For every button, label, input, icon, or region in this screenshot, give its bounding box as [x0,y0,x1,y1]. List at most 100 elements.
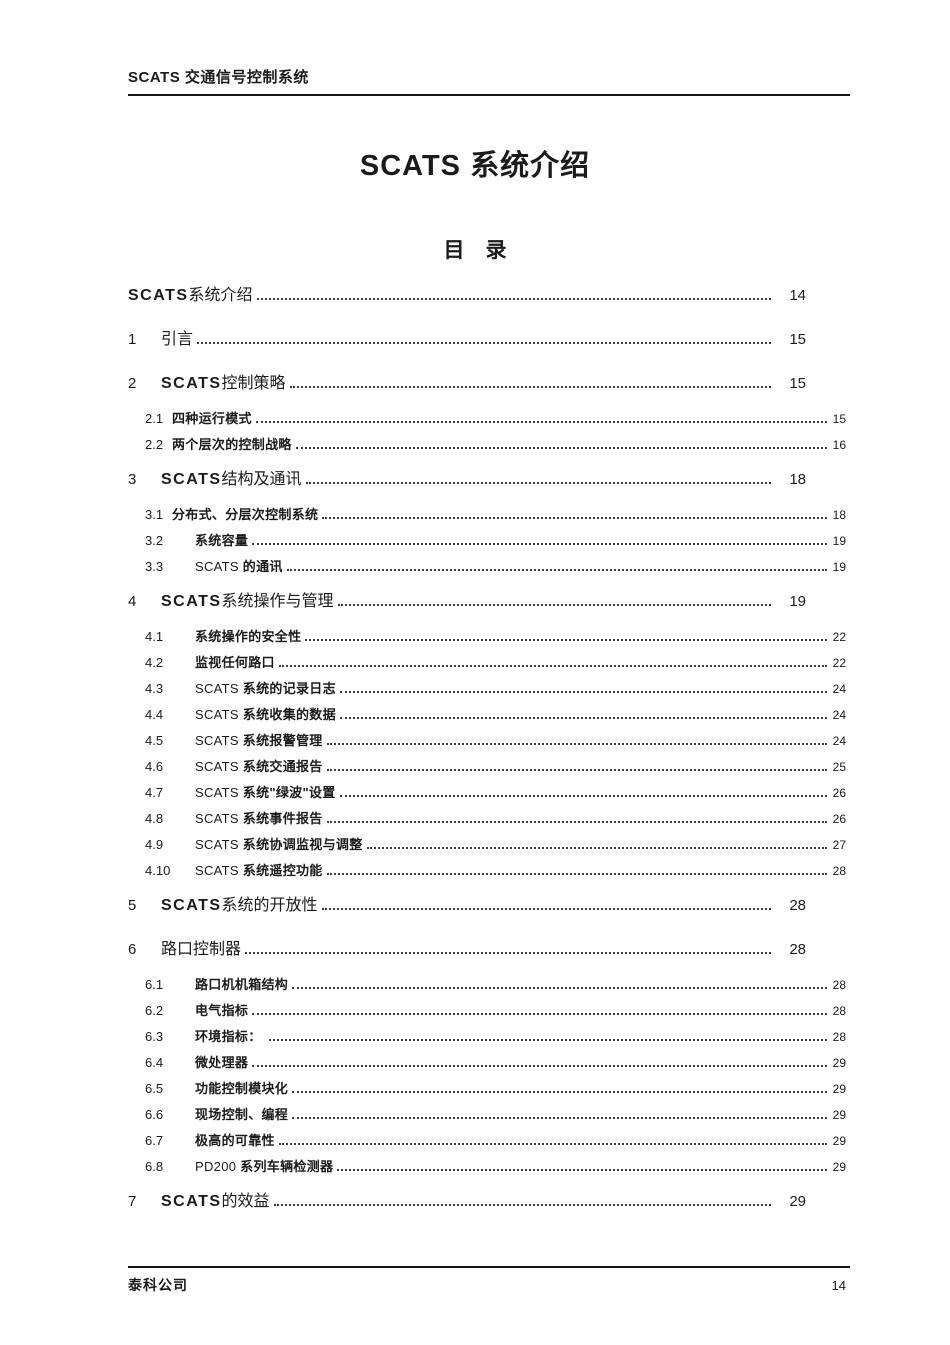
toc-entry[interactable]: 3.2 系统容量 19 [128,528,850,554]
toc-dot-leader [326,743,827,745]
toc-entry-title: PD200 系列车辆检测器 [195,1154,333,1180]
toc-dot-leader [326,873,827,875]
toc-entry-number: 2.1 [145,411,164,426]
toc-entry-page: 28 [832,1004,846,1018]
toc-entry-number: 4.4 [145,707,164,722]
toc-entry[interactable]: 6 路口控制器 28 [128,937,850,963]
toc-title-segment: 系统报警管理 [242,733,323,748]
toc-title-segment: 系统交通报告 [242,759,323,774]
toc-title-segment: 控制策略 [221,375,286,392]
toc-entry-page: 19 [832,534,846,548]
toc-entry[interactable]: 4.6 SCATS 系统交通报告 25 [128,754,850,780]
toc-entry-title: SCATS 系统事件报告 [195,806,323,832]
toc-entry-title: 微处理器 [195,1050,248,1076]
toc-dot-leader [305,482,771,484]
toc-dot-leader [339,795,827,797]
toc-dot-leader [339,717,827,719]
toc-entry-number: 6.6 [145,1107,164,1122]
toc-entry[interactable]: 3.1 分布式、分层次控制系统 18 [128,502,850,528]
toc-entry[interactable]: 4.4 SCATS 系统收集的数据 24 [128,702,850,728]
toc-entry[interactable]: 7 SCATS的效益 29 [128,1189,850,1215]
toc-entry-page: 29 [832,1160,846,1174]
toc-entry-title: SCATS 系统遥控功能 [195,858,323,884]
toc-entry[interactable]: 1 引言 15 [128,327,850,353]
toc-entry-title: 极高的可靠性 [195,1128,275,1154]
toc-title-segment: SCATS [195,811,243,826]
toc-entry[interactable]: 4.1 系统操作的安全性 22 [128,624,850,650]
toc-entry-title: 四种运行模式 [172,406,252,432]
toc-title-segment: 系统的开放性 [221,897,318,914]
toc-entry[interactable]: 2 SCATS控制策略 15 [128,371,850,397]
toc-entry-page: 22 [832,630,846,644]
toc-title-segment: SCATS [161,375,222,392]
toc-dot-leader [292,1117,827,1119]
toc-title-segment: 结构及通讯 [221,471,302,488]
toc-entry[interactable]: 4.3 SCATS 系统的记录日志 24 [128,676,850,702]
toc-entry[interactable]: 5 SCATS系统的开放性 28 [128,893,850,919]
toc-entry-page: 28 [789,897,806,914]
toc-entry-page: 24 [832,708,846,722]
toc-entry[interactable]: 6.8 PD200 系列车辆检测器 29 [128,1154,850,1180]
toc-title-segment: SCATS [161,471,222,488]
toc-entry-title: 功能控制模块化 [195,1076,288,1102]
toc-entry[interactable]: 3.3 SCATS 的通讯 19 [128,554,850,580]
toc-dot-leader [305,639,827,641]
footer-page-number: 14 [831,1278,846,1293]
toc-title-segment: 系统容量 [195,533,249,548]
toc-entry-title: SCATS控制策略 [161,371,286,397]
toc-title-segment: 系统事件报告 [242,811,323,826]
toc-entry[interactable]: 4.7 SCATS 系统"绿波"设置 26 [128,780,850,806]
toc-title-segment: 监视任何路口 [195,655,275,670]
toc-entry[interactable]: 4.9 SCATS 系统协调监视与调整 27 [128,832,850,858]
toc-title-segment: 两个层次的控制战略 [172,437,292,452]
toc-entry[interactable]: 4 SCATS系统操作与管理 19 [128,589,850,615]
toc-entry[interactable]: 4.2 监视任何路口 22 [128,650,850,676]
toc-entry-number: 6.2 [145,1003,164,1018]
toc-entry[interactable]: 2.1 四种运行模式 15 [128,406,850,432]
toc-entry[interactable]: 2.2 两个层次的控制战略 16 [128,432,850,458]
toc-entry[interactable]: 3 SCATS结构及通讯 18 [128,467,850,493]
toc-title-segment: SCATS [195,707,243,722]
toc-dot-leader [252,1013,827,1015]
toc-entry-number: 4.6 [145,759,164,774]
toc-entry-title: 电气指标 [195,998,248,1024]
toc-dot-leader [273,1204,771,1206]
toc-entry[interactable]: 4.5 SCATS 系统报警管理 24 [128,728,850,754]
toc-entry[interactable]: 4.8 SCATS 系统事件报告 26 [128,806,850,832]
toc-entry-page: 28 [832,1030,846,1044]
toc-entry-number: 4.3 [145,681,164,696]
toc-entry-page: 25 [832,760,846,774]
toc-entry-number: 6.5 [145,1081,164,1096]
toc-title-segment: SCATS [195,681,243,696]
toc-entry[interactable]: 6.3 环境指标： 28 [128,1024,850,1050]
toc-title-segment: 系统操作与管理 [221,593,334,610]
toc-entry[interactable]: 6.1 路口机机箱结构 28 [128,972,850,998]
toc-entry-title: SCATS 系统收集的数据 [195,702,336,728]
toc-title-segment: SCATS [161,1193,222,1210]
toc-entry[interactable]: 4.10 SCATS 系统遥控功能 28 [128,858,850,884]
toc-dot-leader [339,691,827,693]
toc-entry[interactable]: 6.5 功能控制模块化 29 [128,1076,850,1102]
toc-entry[interactable]: 6.4 微处理器 29 [128,1050,850,1076]
toc-entry-page: 19 [832,560,846,574]
toc-entry-number: 6.4 [145,1055,164,1070]
toc-entry-number: 3.1 [145,507,164,522]
toc-dot-leader [337,1169,827,1171]
toc-dot-leader [292,1091,827,1093]
toc-entry-number: 4.10 [145,863,171,878]
toc-title-segment: 功能控制模块化 [195,1081,289,1096]
toc-dot-leader [366,847,827,849]
page-footer: 泰科公司 14 [128,1266,850,1295]
running-header: SCATS 交通信号控制系统 [128,68,850,96]
toc-title-segment: SCATS [128,287,189,304]
toc-title-segment: PD200 [195,1159,241,1174]
toc-entry-number: 4.5 [145,733,164,748]
toc-entry[interactable]: 6.2 电气指标 28 [128,998,850,1024]
toc-title-segment: 现场控制、编程 [195,1107,289,1122]
toc-entry-page: 28 [832,864,846,878]
toc-title-segment: 系统介绍 [188,287,253,304]
toc-entry[interactable]: 6.6 现场控制、编程 29 [128,1102,850,1128]
toc-entry[interactable]: SCATS系统介绍 14 [128,283,850,309]
toc-entry[interactable]: 6.7 极高的可靠性 29 [128,1128,850,1154]
